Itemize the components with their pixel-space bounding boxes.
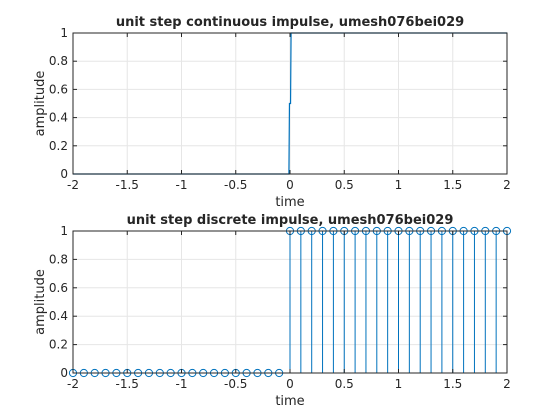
y-tick-label: 0.8 <box>49 54 68 68</box>
y-tick-label: 0.2 <box>49 338 68 352</box>
x-tick-label: 1 <box>395 178 403 192</box>
y-tick-label: 0.4 <box>49 309 68 323</box>
x-tick-label: 1 <box>395 377 403 391</box>
x-tick-label: 0 <box>286 377 294 391</box>
y-tick-label: 0 <box>60 167 68 181</box>
y-ticks: 0 0.2 0.4 0.6 0.8 1 <box>49 224 507 380</box>
x-axis-label: time <box>275 394 304 409</box>
x-axis-label: time <box>275 195 304 210</box>
x-tick-label: 1.5 <box>443 377 462 391</box>
y-tick-label: 0.6 <box>49 82 68 96</box>
x-ticks: -2 -1.5 -1 -0.5 0 0.5 1 1.5 2 <box>67 231 511 391</box>
y-axis-label: amplitude <box>33 71 48 137</box>
x-tick-label: -2 <box>67 377 79 391</box>
y-tick-label: 0 <box>60 366 68 380</box>
x-tick-label: -1 <box>176 377 188 391</box>
x-tick-label: -0.5 <box>224 178 247 192</box>
continuous-step-plot: -2 -1.5 -1 -0.5 0 0.5 1 1.5 2 0 0.2 0.4 0.6 0.8 1 uni… <box>33 15 511 210</box>
chart-title: unit step continuous impulse, umesh076be… <box>116 15 464 30</box>
x-tick-label: 1.5 <box>443 178 462 192</box>
y-tick-label: 1 <box>60 26 68 40</box>
y-tick-label: 0.8 <box>49 252 68 266</box>
y-tick-label: 0.4 <box>49 111 68 125</box>
x-tick-label: -1.5 <box>116 178 139 192</box>
chart-title: unit step discrete impulse, umesh076bei0… <box>127 213 454 228</box>
x-tick-label: -0.5 <box>224 377 247 391</box>
y-axis-label: amplitude <box>33 269 48 335</box>
y-ticks: 0 0.2 0.4 0.6 0.8 1 <box>49 26 507 181</box>
x-tick-label: -1.5 <box>116 377 139 391</box>
x-tick-label: 0.5 <box>335 178 354 192</box>
x-ticks: -2 -1.5 -1 -0.5 0 0.5 1 1.5 2 <box>67 33 511 192</box>
x-tick-label: 0.5 <box>335 377 354 391</box>
x-tick-label: 2 <box>503 178 511 192</box>
x-tick-label: -2 <box>67 178 79 192</box>
discrete-step-plot: -2 -1.5 -1 -0.5 0 0.5 1 1.5 2 0 0.2 0.4 0.6 0.8 1 uni… <box>33 213 512 409</box>
y-tick-label: 1 <box>60 224 68 238</box>
y-tick-label: 0.6 <box>49 281 68 295</box>
x-tick-label: -1 <box>176 178 188 192</box>
x-tick-label: 2 <box>503 377 511 391</box>
y-tick-label: 0.2 <box>49 139 68 153</box>
x-tick-label: 0 <box>286 178 294 192</box>
